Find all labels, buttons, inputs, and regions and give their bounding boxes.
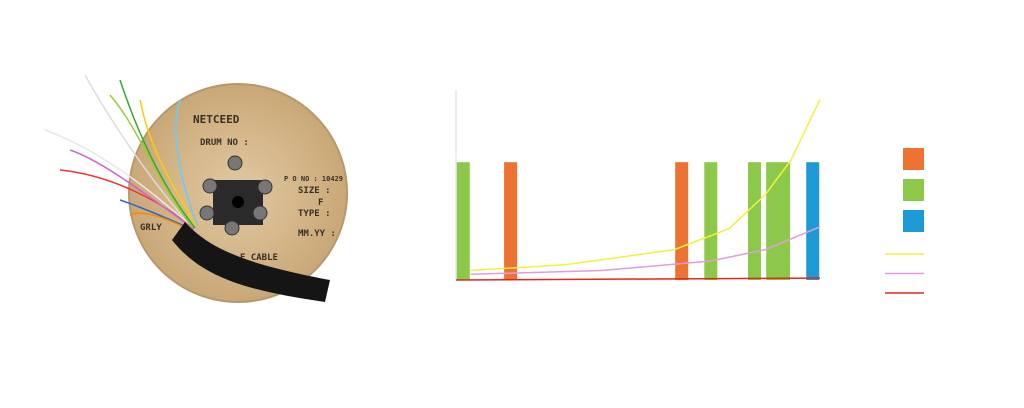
line (455, 277, 821, 281)
drum-label: E CABLE (240, 253, 278, 263)
drum-label: F (318, 198, 323, 208)
bar (806, 162, 820, 280)
bar (777, 162, 791, 280)
bar (456, 162, 470, 280)
cable (172, 222, 330, 302)
drum-label: P O NO : 10429 (284, 175, 343, 183)
legend (885, 148, 924, 294)
drum-label: NETCEED (193, 113, 240, 126)
bar (704, 162, 718, 280)
bar (504, 162, 518, 280)
legend-swatch (903, 210, 924, 232)
bar (766, 162, 780, 280)
drum-label: DRUM NO : (200, 138, 249, 148)
plot (455, 99, 821, 281)
legend-swatch (903, 148, 924, 170)
legend-swatch (903, 179, 924, 201)
drum-label: TYPE : (298, 209, 331, 219)
line (470, 99, 821, 272)
drum-label: MM.YY : (298, 229, 336, 239)
fibers (44, 74, 198, 231)
drum-hole (232, 196, 244, 208)
bar (747, 162, 761, 280)
bolts (199, 155, 273, 236)
drum-label: SIZE : (298, 186, 331, 196)
line (470, 226, 821, 276)
cable-drum: NETCEED DRUM NO : P O NO : 10429 SIZE : … (44, 74, 348, 303)
bar (675, 162, 689, 280)
drum-label: GRLY (140, 223, 162, 233)
